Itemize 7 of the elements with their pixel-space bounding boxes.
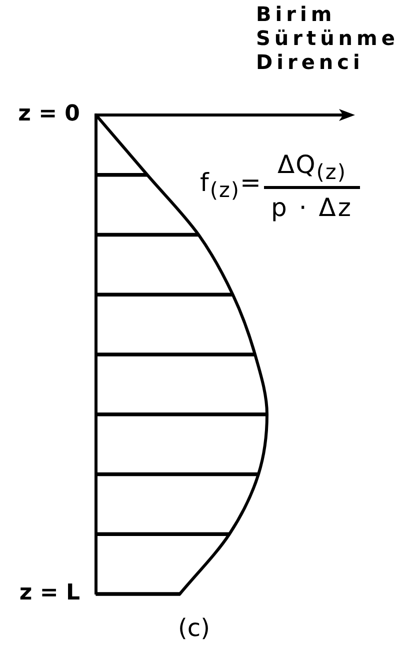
- y-tick-label: z = L: [19, 580, 80, 606]
- y-tick-label: z = 0: [18, 102, 80, 127]
- annotation: f$_{(z)}$=: [200, 168, 262, 202]
- x-axis-title: Birim Sürtünme Direnci: [256, 2, 399, 74]
- text: p · Δz: [270, 193, 354, 222]
- text: (c): [177, 614, 211, 642]
- text: ΔQ$_{(z)}$: [276, 150, 348, 184]
